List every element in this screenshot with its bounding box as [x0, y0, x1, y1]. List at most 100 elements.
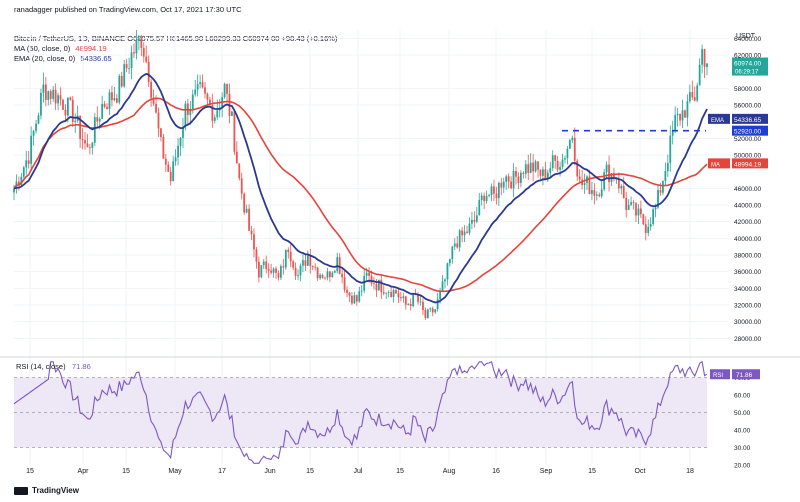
x-tick-label: 15: [396, 468, 404, 475]
candle-body: [162, 136, 165, 159]
candle-body: [368, 272, 370, 276]
y-tick-label: 52000.00: [734, 136, 761, 143]
candle-body: [544, 169, 547, 180]
candle-body: [527, 164, 530, 173]
candle-body: [463, 231, 466, 236]
candle-body: [160, 128, 162, 137]
candle-body: [409, 303, 412, 306]
candle-body: [493, 186, 495, 194]
candle-body: [292, 261, 295, 268]
candle-body: [123, 64, 126, 87]
candle-body: [167, 164, 170, 172]
candle-body: [333, 271, 336, 273]
candle-body: [189, 108, 192, 115]
candle-body: [390, 292, 393, 298]
candle-body: [696, 85, 699, 101]
candle-body: [529, 162, 532, 173]
candle-body: [532, 162, 535, 172]
candle-body: [52, 89, 55, 99]
candle-body: [701, 49, 704, 65]
candle-body: [338, 257, 341, 274]
candle-body: [211, 105, 214, 121]
candle-body: [270, 270, 273, 273]
candle-body: [201, 82, 204, 88]
ma-price-label-bg: [732, 158, 768, 169]
ema-legend: EMA (20, close, 0) 54336.65: [14, 54, 112, 63]
candle-body: [245, 208, 248, 213]
rsi-title-value: 71.86: [72, 362, 91, 371]
candle-body: [466, 231, 468, 233]
candle-body: [142, 48, 145, 57]
candle-body: [250, 230, 253, 235]
candle-body: [106, 106, 108, 109]
candle-body: [348, 292, 351, 296]
candle-body: [299, 265, 302, 276]
candle-body: [365, 272, 368, 276]
candle-body: [630, 202, 632, 205]
candle-body: [150, 81, 153, 98]
candle-body: [84, 140, 86, 144]
candle-body: [373, 283, 375, 285]
candle-body: [42, 84, 45, 93]
candle-body: [522, 172, 525, 174]
candle-body: [490, 186, 493, 196]
candle-body: [13, 188, 15, 193]
candle-body: [30, 135, 33, 164]
candle-body: [57, 95, 59, 104]
candle-body: [351, 295, 353, 304]
candle-body: [549, 168, 552, 173]
candle-body: [385, 292, 388, 294]
candle-body: [277, 272, 280, 278]
candle-body: [664, 171, 667, 181]
candle-body: [441, 281, 444, 291]
candle-body: [321, 274, 324, 278]
y-tick-label: 58000.00: [734, 86, 761, 93]
candle-body: [566, 148, 569, 159]
candle-body: [353, 295, 356, 304]
candle-body: [304, 260, 307, 266]
candle-body: [115, 98, 118, 103]
candle-body: [681, 110, 684, 121]
rsi-tag-bg: [710, 369, 730, 380]
last-price-bg: [732, 57, 768, 76]
candle-body: [164, 158, 167, 165]
candle-body: [397, 293, 400, 298]
candle-body: [468, 223, 471, 233]
ema-price-label-text: 54336.65: [734, 117, 761, 124]
candle-body: [125, 64, 128, 69]
candle-body: [515, 171, 517, 177]
y-tick-label: 46000.00: [734, 186, 761, 193]
candle-body: [44, 84, 47, 100]
candle-body: [91, 142, 94, 148]
x-tick-label: Jul: [354, 468, 363, 475]
y-tick-label: 36000.00: [734, 269, 761, 276]
candle-body: [319, 274, 321, 279]
candle-body: [182, 126, 184, 138]
rsi-y-tick: 50.00: [734, 410, 751, 417]
ema20-line: [13, 72, 708, 304]
candle-body: [600, 189, 603, 197]
candle-body: [306, 255, 309, 266]
candle-body: [627, 204, 630, 210]
candle-body: [184, 103, 187, 127]
footer: TradingView: [14, 486, 79, 495]
candle-body: [573, 137, 576, 161]
candle-body: [500, 182, 503, 188]
candle-body: [226, 83, 228, 94]
candle-body: [96, 117, 99, 122]
tradingview-logo-icon: [14, 486, 28, 495]
candle-body: [637, 208, 640, 216]
candle-body: [216, 110, 219, 118]
candle-body: [17, 181, 20, 185]
candle-body: [422, 301, 424, 310]
resistance-price-label-text: 52920.00: [734, 129, 761, 136]
y-tick-label: 30000.00: [734, 319, 761, 326]
candle-body: [86, 143, 89, 148]
candle-body: [706, 63, 708, 67]
candle-body: [287, 249, 290, 253]
candle-body: [632, 202, 635, 204]
candle-body: [485, 196, 488, 201]
candle-body: [603, 172, 606, 190]
candle-body: [209, 99, 211, 106]
